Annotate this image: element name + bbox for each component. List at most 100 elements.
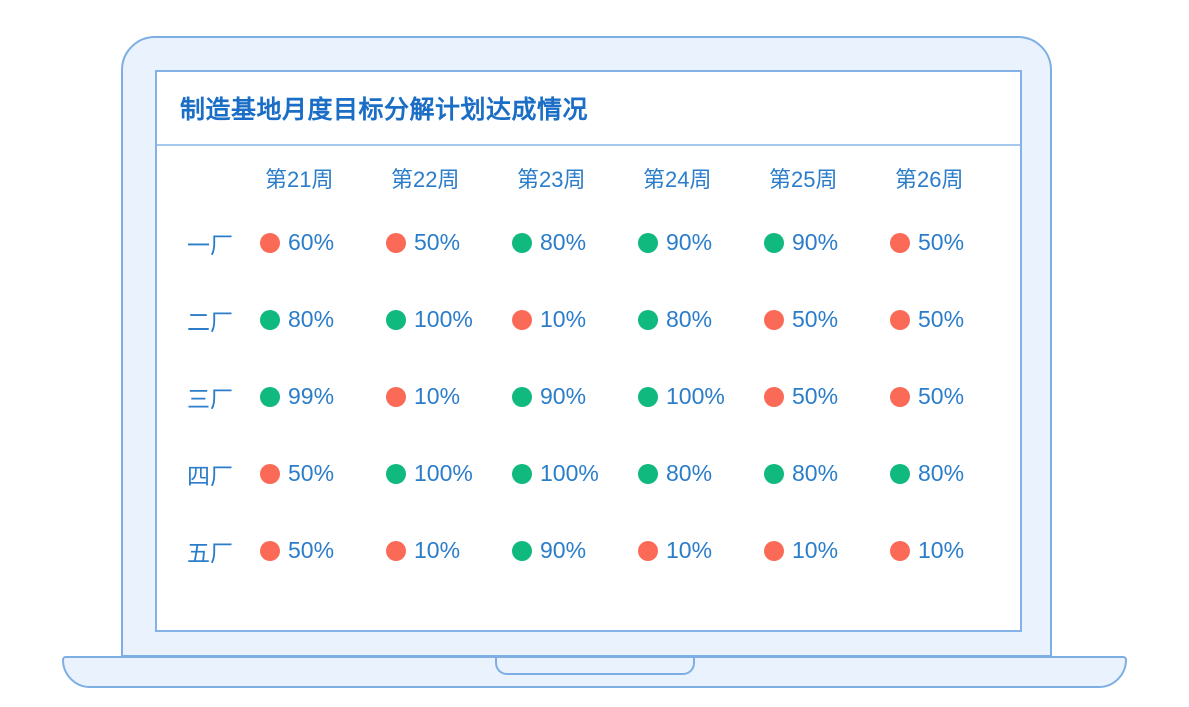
status-dot-icon <box>638 540 658 561</box>
status-cell: 10% <box>512 306 638 333</box>
status-cell: 80% <box>638 460 764 487</box>
status-cell: 50% <box>764 383 890 410</box>
laptop-lid: 制造基地月度目标分解计划达成情况 第21周 第22周 第23周 第24周 第25周 第26… <box>121 36 1052 657</box>
status-dot-icon <box>890 463 910 484</box>
table-row: 五厂 50% 10% 90% 10% 10% 10% <box>187 512 1020 589</box>
status-cell: 80% <box>638 306 764 333</box>
status-dot-icon <box>890 540 910 561</box>
status-cell: 100% <box>638 383 764 410</box>
status-cell: 90% <box>512 383 638 410</box>
status-cell: 50% <box>260 537 386 564</box>
table-row: 一厂 60% 50% 80% 90% 90% 50% <box>187 204 1020 281</box>
status-cell: 80% <box>260 306 386 333</box>
status-cell: 10% <box>386 383 512 410</box>
status-dot-icon <box>386 232 406 253</box>
status-cell: 50% <box>890 229 1016 256</box>
cell-value: 80% <box>666 460 713 486</box>
cell-value: 10% <box>918 537 965 563</box>
status-cell: 90% <box>764 229 890 256</box>
cell-value: 100% <box>414 306 473 332</box>
status-cell: 10% <box>386 537 512 564</box>
cell-value: 50% <box>918 306 965 332</box>
status-cell: 80% <box>890 460 1016 487</box>
week-header: 第24周 <box>643 167 712 192</box>
status-dot-icon <box>890 386 910 407</box>
status-dot-icon <box>764 232 784 253</box>
status-cell: 10% <box>764 537 890 564</box>
cell-value: 80% <box>792 460 839 486</box>
table-row: 四厂 50% 100% 100% 80% 80% 80% <box>187 435 1020 512</box>
factory-label: 一厂 <box>187 231 233 258</box>
status-dot-icon <box>764 540 784 561</box>
cell-value: 80% <box>918 460 965 486</box>
cell-value: 50% <box>918 229 965 255</box>
status-dot-icon <box>512 540 532 561</box>
panel-title: 制造基地月度目标分解计划达成情况 <box>180 96 589 124</box>
status-dot-icon <box>260 386 280 407</box>
status-cell: 100% <box>386 306 512 333</box>
cell-value: 50% <box>288 537 335 563</box>
status-dot-icon <box>512 463 532 484</box>
panel-header: 制造基地月度目标分解计划达成情况 <box>157 72 1020 146</box>
cell-value: 90% <box>540 537 587 563</box>
week-header: 第26周 <box>895 167 964 192</box>
status-cell: 50% <box>890 306 1016 333</box>
status-cell: 60% <box>260 229 386 256</box>
week-header: 第22周 <box>391 167 460 192</box>
status-dot-icon <box>260 540 280 561</box>
status-dot-icon <box>386 463 406 484</box>
status-dot-icon <box>638 463 658 484</box>
status-cell: 90% <box>638 229 764 256</box>
status-dot-icon <box>512 386 532 407</box>
cell-value: 60% <box>288 229 335 255</box>
status-dot-icon <box>512 309 532 330</box>
status-dot-icon <box>638 232 658 253</box>
factory-label: 五厂 <box>187 539 233 566</box>
cell-value: 100% <box>666 383 725 409</box>
cell-value: 50% <box>792 383 839 409</box>
laptop-base-notch <box>494 658 695 675</box>
status-dot-icon <box>764 386 784 407</box>
factory-label: 二厂 <box>187 308 233 335</box>
cell-value: 99% <box>288 383 335 409</box>
status-dot-icon <box>260 309 280 330</box>
status-cell: 10% <box>638 537 764 564</box>
status-dot-icon <box>386 386 406 407</box>
week-header: 第23周 <box>517 167 586 192</box>
cell-value: 10% <box>540 306 587 332</box>
cell-value: 90% <box>540 383 587 409</box>
status-dot-icon <box>638 309 658 330</box>
cell-value: 50% <box>792 306 839 332</box>
cell-value: 10% <box>414 383 461 409</box>
week-header: 第21周 <box>265 167 334 192</box>
status-cell: 50% <box>890 383 1016 410</box>
status-cell: 10% <box>890 537 1016 564</box>
status-cell: 100% <box>386 460 512 487</box>
status-cell: 80% <box>512 229 638 256</box>
status-dot-icon <box>764 463 784 484</box>
status-dot-icon <box>386 540 406 561</box>
status-dot-icon <box>890 309 910 330</box>
status-dot-icon <box>638 386 658 407</box>
status-dot-icon <box>512 232 532 253</box>
cell-value: 100% <box>414 460 473 486</box>
cell-value: 10% <box>792 537 839 563</box>
table-row: 三厂 99% 10% 90% 100% 50% 50% <box>187 358 1020 435</box>
factory-label: 四厂 <box>187 462 233 489</box>
cell-value: 90% <box>666 229 713 255</box>
status-dot-icon <box>764 309 784 330</box>
status-cell: 80% <box>764 460 890 487</box>
cell-value: 80% <box>540 229 587 255</box>
cell-value: 90% <box>792 229 839 255</box>
status-dot-icon <box>260 463 280 484</box>
cell-value: 80% <box>666 306 713 332</box>
status-dot-icon <box>260 232 280 253</box>
status-cell: 50% <box>260 460 386 487</box>
cell-value: 80% <box>288 306 335 332</box>
status-cell: 90% <box>512 537 638 564</box>
status-cell: 100% <box>512 460 638 487</box>
status-dot-icon <box>890 232 910 253</box>
achievement-table: 第21周 第22周 第23周 第24周 第25周 第26周 一厂 60% 50% 80% 90% 9… <box>157 152 1020 589</box>
status-cell: 50% <box>764 306 890 333</box>
